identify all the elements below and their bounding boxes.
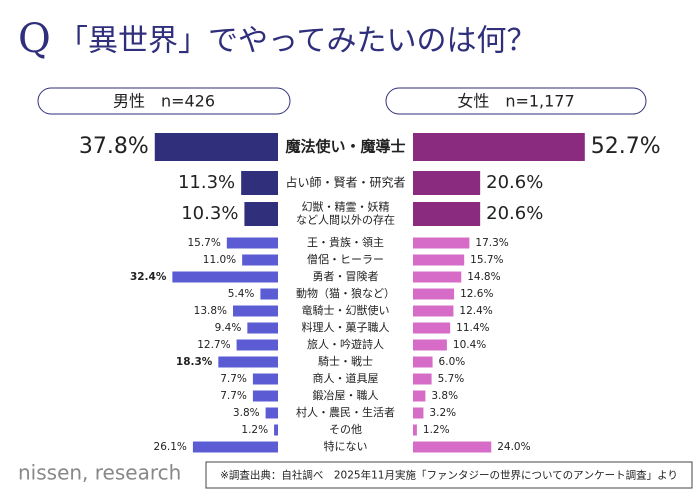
value-label: 11.4% [456, 322, 489, 334]
bar [244, 202, 278, 226]
value-label: 10.3% [181, 203, 238, 224]
bar [413, 441, 492, 453]
value-label: 20.6% [486, 203, 543, 224]
bar [265, 407, 278, 419]
value-label: 5.7% [438, 373, 465, 385]
category-label: 竜騎士・幻獣使い [302, 303, 390, 317]
category-label: 騎士・戦士 [318, 355, 373, 368]
value-label: 9.4% [215, 322, 242, 334]
chart-title: 「異世界」でやってみたいのは何？ [58, 24, 537, 59]
category-label: 旅人・吟遊詩人 [307, 337, 384, 351]
category-label: 村人・農民・生活者 [296, 405, 395, 419]
value-label: 3.2% [429, 407, 456, 419]
value-label: 5.4% [228, 288, 255, 300]
value-label: 11.3% [178, 172, 235, 193]
category-label: 特にない [324, 439, 368, 453]
bar [172, 271, 278, 283]
bar [242, 254, 278, 266]
category-label: 占い師・賢者・研究者 [285, 175, 405, 190]
bar [154, 133, 278, 161]
category-label: 幻獣・精霊・妖精など人間以外の存在 [296, 200, 395, 227]
value-label: 14.8% [467, 271, 500, 283]
bar [413, 237, 470, 249]
category-label: 僧侶・ヒーラー [307, 252, 384, 266]
value-label: 32.4% [130, 271, 167, 283]
bar [218, 356, 278, 368]
value-label: 15.7% [470, 254, 503, 266]
bar [226, 237, 278, 249]
value-label: 7.7% [220, 373, 247, 385]
value-label: 3.8% [431, 390, 458, 402]
value-label: 7.7% [220, 390, 247, 402]
bar [413, 202, 481, 226]
bar [247, 322, 278, 334]
bar [413, 322, 451, 334]
value-label: 12.6% [460, 288, 493, 300]
bar [413, 356, 433, 368]
logo: nissen, research [18, 461, 181, 485]
category-label: その他 [329, 423, 362, 436]
category-label: 料理人・菓子職人 [302, 320, 390, 334]
bar [236, 339, 278, 351]
category-label: 動物（猫・狼など） [296, 286, 395, 300]
bar [192, 441, 278, 453]
legend-male: 男性 n=426 [113, 92, 215, 111]
value-label: 13.8% [194, 305, 227, 317]
value-label: 3.8% [233, 407, 260, 419]
value-label: 52.7% [591, 134, 661, 159]
value-label: 6.0% [439, 356, 466, 368]
category-label: 王・貴族・領主 [307, 235, 384, 249]
source-box [205, 461, 693, 489]
female-header-box [385, 87, 647, 115]
value-label: 26.1% [154, 441, 187, 453]
category-label: 商人・道具屋 [313, 371, 379, 385]
bar [413, 133, 585, 161]
bar [413, 171, 481, 195]
value-label: 1.2% [423, 424, 450, 436]
value-label: 12.7% [197, 339, 230, 351]
bar [274, 424, 278, 436]
bar [241, 171, 278, 195]
bar [413, 424, 417, 436]
value-label: 37.8% [79, 134, 149, 159]
value-label: 15.7% [187, 237, 220, 249]
value-label: 1.2% [241, 424, 268, 436]
title-mark: Q [18, 16, 51, 62]
bar [413, 339, 447, 351]
value-label: 18.3% [176, 356, 213, 368]
legend-female: 女性 n=1,177 [457, 92, 574, 111]
bar [413, 390, 426, 402]
bar [413, 407, 424, 419]
value-label: 24.0% [497, 441, 530, 453]
value-label: 17.3% [475, 237, 508, 249]
male-header-box [37, 87, 291, 115]
value-label: 12.4% [459, 305, 492, 317]
category-label: 鍛冶屋・職人 [313, 388, 379, 402]
bar [413, 271, 462, 283]
bar [413, 288, 455, 300]
value-label: 10.4% [453, 339, 486, 351]
category-label: 魔法使い・魔導士 [285, 138, 405, 156]
category-label: 勇者・冒険者 [313, 270, 379, 283]
bar [252, 390, 278, 402]
bar [413, 305, 454, 317]
bar [413, 373, 432, 385]
bar [252, 373, 278, 385]
bar [233, 305, 278, 317]
bar [413, 254, 465, 266]
value-label: 20.6% [486, 172, 543, 193]
value-label: 11.0% [203, 254, 236, 266]
bar [260, 288, 278, 300]
source: ※調査出典：自社調べ 2025年11月実施「ファンタジーの世界についてのアンケー… [220, 469, 678, 482]
